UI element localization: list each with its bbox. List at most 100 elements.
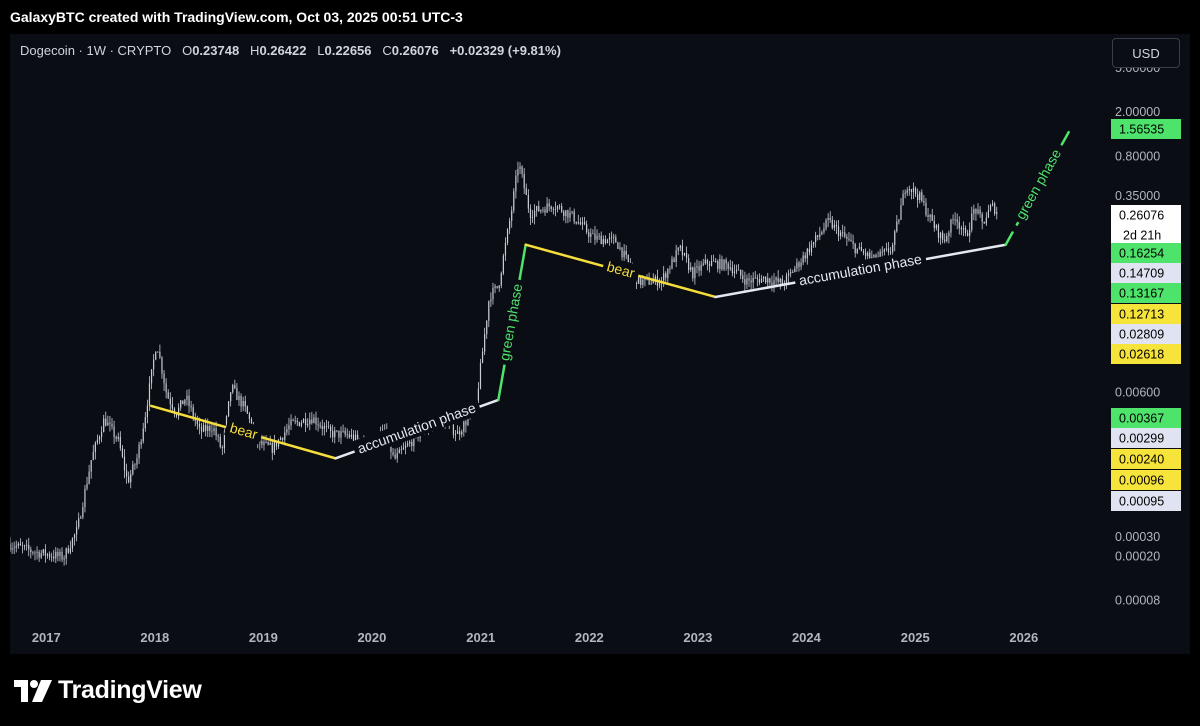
candle-body — [696, 266, 698, 268]
candle-body — [13, 547, 15, 549]
candle — [719, 254, 721, 274]
candle-body — [467, 416, 469, 425]
candle — [598, 233, 600, 240]
candle — [750, 275, 752, 290]
candle — [125, 463, 128, 484]
candle-body — [80, 517, 82, 519]
candle-body — [977, 209, 979, 214]
candle — [900, 198, 902, 221]
price-axis-label: 0.00030 — [1115, 530, 1160, 544]
candle — [402, 442, 405, 450]
chart-panel[interactable]: bear accumulation phase green phase bear acc… — [10, 34, 1190, 654]
candle — [942, 230, 944, 244]
candle — [706, 258, 708, 271]
candle-body — [175, 412, 178, 417]
candle-body — [569, 212, 571, 218]
tradingview-logo[interactable]: TradingView — [14, 676, 202, 705]
candle-body — [823, 228, 825, 233]
candle — [325, 419, 328, 433]
price-axis-label: 2.00000 — [1115, 105, 1160, 119]
candle-body — [321, 426, 323, 429]
candle-body — [908, 189, 910, 191]
candle — [644, 277, 646, 287]
candle — [952, 214, 954, 225]
change-value: +0.02329 (+9.81%) — [449, 43, 561, 58]
candle-body — [275, 442, 278, 447]
candle — [881, 246, 883, 257]
candle-body — [511, 210, 513, 221]
candle — [300, 420, 303, 428]
candle-body — [561, 206, 563, 212]
candle-body — [506, 229, 509, 243]
candle-body — [76, 527, 78, 535]
candle — [527, 189, 529, 213]
candle — [200, 423, 203, 439]
candle-body — [242, 401, 244, 407]
candle-body — [182, 400, 184, 405]
price-tag-box — [1111, 283, 1181, 303]
candle-body — [500, 273, 502, 286]
candle — [165, 378, 167, 399]
candle — [153, 354, 155, 377]
candle-body — [84, 488, 86, 508]
candle — [36, 546, 38, 560]
candle-body — [981, 214, 983, 222]
candle — [346, 428, 348, 439]
candle — [488, 300, 490, 328]
candle-body — [785, 275, 788, 285]
candle-body — [286, 429, 288, 433]
candle — [964, 225, 967, 237]
candle-body — [683, 252, 686, 256]
candle-body — [954, 219, 956, 221]
candle — [700, 260, 702, 276]
candle-body — [669, 268, 671, 270]
candle-body — [740, 269, 742, 276]
time-axis-label: 2024 — [792, 630, 822, 645]
candle-body — [721, 258, 723, 270]
bear-label-backdrop — [601, 256, 641, 284]
candle-body — [409, 441, 411, 444]
candle-body — [465, 421, 467, 425]
candle — [26, 539, 28, 551]
candle — [232, 383, 234, 394]
price-chart[interactable]: bear accumulation phase green phase bear acc… — [10, 34, 1190, 654]
candle — [902, 189, 904, 206]
candle — [48, 551, 51, 561]
candle-body — [540, 209, 542, 212]
candle — [969, 222, 971, 243]
candle-body — [929, 214, 931, 217]
candle-body — [311, 419, 313, 424]
candle-body — [719, 258, 721, 269]
price-tag-box — [1111, 119, 1181, 139]
candle-body — [240, 395, 242, 407]
candle — [973, 204, 975, 221]
candle-body — [904, 192, 906, 194]
candle-body — [144, 417, 146, 429]
candle-body — [762, 276, 765, 279]
price-tag: 0.00240 — [1111, 449, 1181, 469]
candle-body — [946, 235, 948, 242]
candle — [594, 226, 596, 245]
candle — [592, 229, 594, 235]
price-tag-countdown: 2d 21h — [1123, 228, 1161, 242]
candle — [581, 216, 584, 230]
candle-body — [223, 431, 226, 449]
candle — [486, 320, 488, 339]
candle-body — [996, 212, 998, 214]
price-tag-value: 0.13167 — [1119, 286, 1164, 300]
green-label-backdrop — [494, 278, 528, 366]
candle — [132, 460, 134, 476]
candle-body — [490, 299, 492, 302]
candle — [240, 393, 242, 413]
candle-body — [563, 211, 565, 216]
candle-body — [833, 224, 835, 229]
time-axis-label: 2022 — [575, 630, 604, 645]
candle-body — [694, 267, 696, 279]
candle — [925, 198, 927, 217]
time-axis-label: 2026 — [1009, 630, 1038, 645]
candle — [498, 284, 500, 292]
currency-button[interactable]: USD — [1112, 38, 1180, 68]
accumulation-label-backdrop — [351, 397, 483, 459]
candle-body — [681, 245, 684, 256]
candle — [21, 541, 24, 554]
